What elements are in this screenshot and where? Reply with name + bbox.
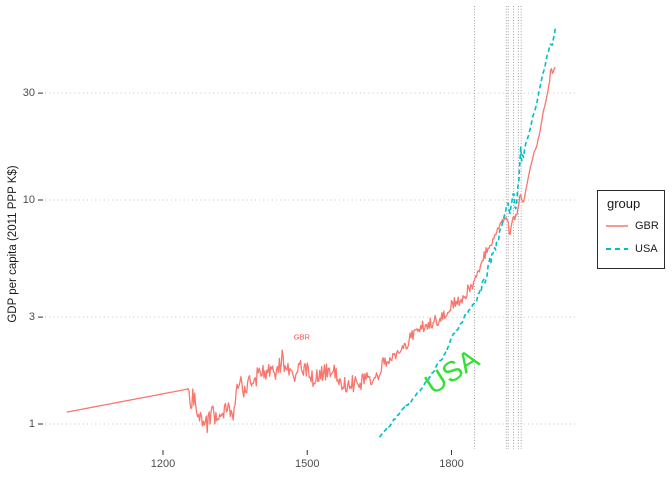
y-tick-label: 30	[22, 86, 35, 99]
legend-entry-usa: USA	[598, 237, 664, 260]
legend-entry-gbr: GBR	[598, 214, 664, 237]
legend-entries: GBR USA	[598, 214, 664, 260]
y-tick-label: 3	[28, 310, 35, 323]
legend: group GBR USA	[597, 190, 665, 269]
legend-label: GBR	[635, 219, 659, 232]
series-line-gbr	[66, 66, 556, 434]
series-label-gbr: GBR	[293, 332, 311, 342]
legend-label: USA	[635, 242, 658, 255]
legend-key-line-usa	[606, 247, 628, 250]
legend-key-line-gbr	[606, 224, 628, 227]
y-tick-label: 10	[22, 193, 35, 206]
y-tick-label: 1	[28, 417, 35, 430]
series-line-usa	[378, 28, 557, 438]
x-tick-label: 1500	[294, 458, 320, 470]
x-tick-label: 1200	[150, 458, 176, 470]
y-axis-title: GDP per capita (2011 PPP K$)	[7, 165, 19, 323]
x-tick-label: 1800	[439, 458, 464, 470]
legend-title: group	[607, 196, 641, 211]
